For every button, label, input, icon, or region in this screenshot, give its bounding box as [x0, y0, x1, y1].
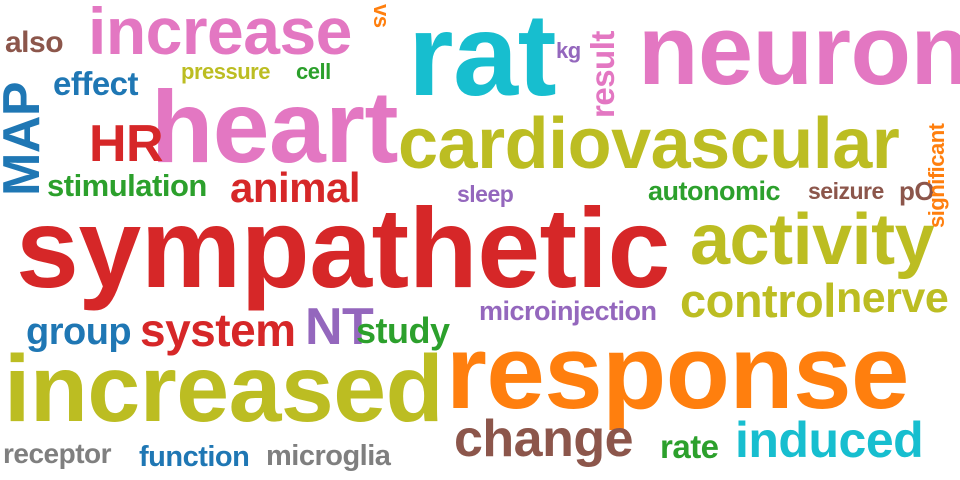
word-animal: animal	[230, 164, 361, 211]
word-rate: rate	[660, 428, 719, 465]
word-vs: vs	[369, 4, 394, 28]
word-increased: increased	[4, 336, 444, 442]
word-stimulation: stimulation	[47, 168, 207, 203]
word-study: study	[356, 310, 450, 351]
word-po: pO	[899, 176, 935, 206]
word-also: also	[5, 26, 64, 59]
word-hr: HR	[89, 115, 164, 173]
word-rat: rat	[408, 0, 557, 120]
word-sleep: sleep	[457, 181, 514, 207]
word-result: result	[584, 31, 621, 118]
word-nt: NT	[305, 298, 374, 356]
word-response: response	[446, 314, 909, 431]
word-pressure: pressure	[181, 59, 270, 84]
word-cardiovascular: cardiovascular	[398, 104, 900, 184]
word-system: system	[140, 304, 296, 356]
word-function: function	[139, 441, 250, 473]
word-cell: cell	[296, 59, 331, 84]
word-receptor: receptor	[3, 438, 112, 469]
word-activity: activity	[690, 200, 935, 280]
word-seizure: seizure	[808, 178, 884, 204]
word-neuron: neuron	[638, 0, 960, 105]
word-heart: heart	[151, 70, 398, 184]
word-effect: effect	[53, 65, 139, 102]
word-sympathetic: sympathetic	[16, 185, 670, 311]
word-significant: significant	[924, 123, 949, 228]
word-microinjection: microinjection	[479, 296, 657, 326]
word-group: group	[26, 311, 132, 353]
word-autonomic: autonomic	[648, 176, 781, 206]
word-control: control	[680, 274, 836, 327]
word-microglia: microglia	[266, 440, 391, 472]
word-kg: kg	[556, 38, 581, 63]
word-change: change	[454, 410, 634, 468]
word-map: MAP	[0, 81, 51, 196]
word-nerve: nerve	[836, 274, 949, 322]
word-induced: induced	[735, 412, 924, 468]
word-increase: increase	[88, 0, 352, 68]
